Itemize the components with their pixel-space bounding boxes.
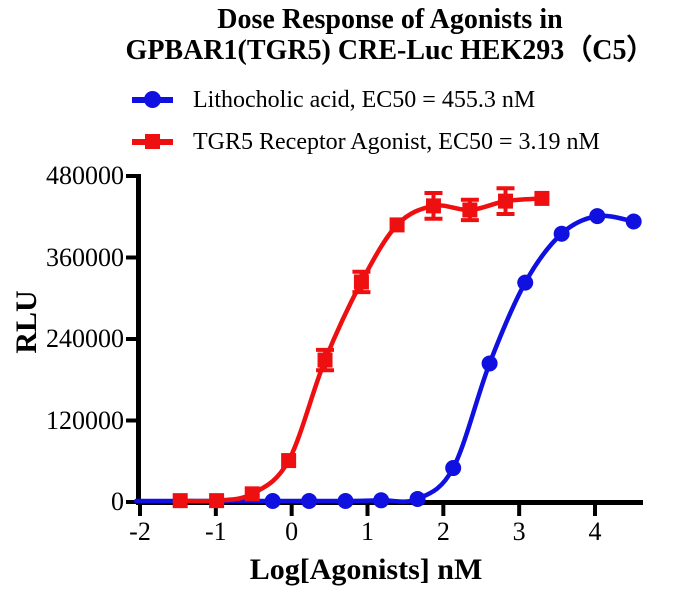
legend-label-tgr5-agonist: TGR5 Receptor Agonist, EC50 = 3.19 nM [193,129,600,155]
data-point-lithocholic-acid [589,208,606,225]
data-point-lithocholic-acid [264,492,281,509]
data-point-tgr5-receptor-agonist [425,198,441,214]
data-point-tgr5-receptor-agonist [353,274,369,290]
data-point-tgr5-receptor-agonist [462,202,478,218]
chart-title-line2: GPBAR1(TGR5) CRE-Luc HEK293（C5） [125,35,655,66]
legend-item-lithocholic-acid: Lithocholic acid, EC50 = 455.3 nM [132,86,535,114]
series-curve-tgr5-receptor-agonist [177,196,545,504]
x-axis-label: Log[Agonists] nM [249,553,483,586]
data-point-tgr5-receptor-agonist [209,493,225,509]
data-point-lithocholic-acid [337,492,354,509]
data-point-tgr5-receptor-agonist [389,217,405,233]
data-point-lithocholic-acid [445,460,462,477]
x-tick-label: 0 [285,517,299,546]
data-point-tgr5-receptor-agonist [317,352,333,368]
data-point-tgr5-receptor-agonist [498,193,514,209]
data-point-lithocholic-acid [301,492,318,509]
y-tick-label: 240000 [46,324,124,353]
data-point-lithocholic-acid [481,355,498,372]
x-tick-label: 4 [588,517,602,546]
legend-label-lithocholic-acid: Lithocholic acid, EC50 = 455.3 nM [193,87,536,113]
data-point-lithocholic-acid [373,492,390,509]
legend-item-tgr5-agonist: TGR5 Receptor Agonist, EC50 = 3.19 nM [132,128,600,156]
data-point-lithocholic-acid [517,274,534,291]
x-tick-label: 3 [512,517,526,546]
data-point-tgr5-receptor-agonist [281,453,297,469]
data-point-tgr5-receptor-agonist [534,190,550,206]
square-marker-icon [132,128,173,156]
x-tick-label: -1 [204,517,227,546]
chart-title: Dose Response of Agonists in GPBAR1(TGR5… [126,4,655,66]
x-tick-label: 2 [436,517,450,546]
data-point-lithocholic-acid [625,213,642,230]
y-tick-label: 0 [111,487,124,516]
circle-marker-icon [132,86,173,114]
y-tick-label: 360000 [46,242,124,272]
chart-title-line1: Dose Response of Agonists in [217,4,563,35]
series-curve-lithocholic-acid [133,213,636,504]
data-point-lithocholic-acid [553,225,570,242]
x-tick-label: -2 [129,517,151,546]
data-point-tgr5-receptor-agonist [244,486,260,502]
data-point-lithocholic-acid [409,490,426,507]
y-tick-label: 120000 [46,405,124,435]
y-tick-label: 480000 [46,161,124,190]
data-point-tgr5-receptor-agonist [172,493,188,509]
x-tick-label: 1 [361,517,374,546]
y-axis-label: RLU [10,290,43,354]
